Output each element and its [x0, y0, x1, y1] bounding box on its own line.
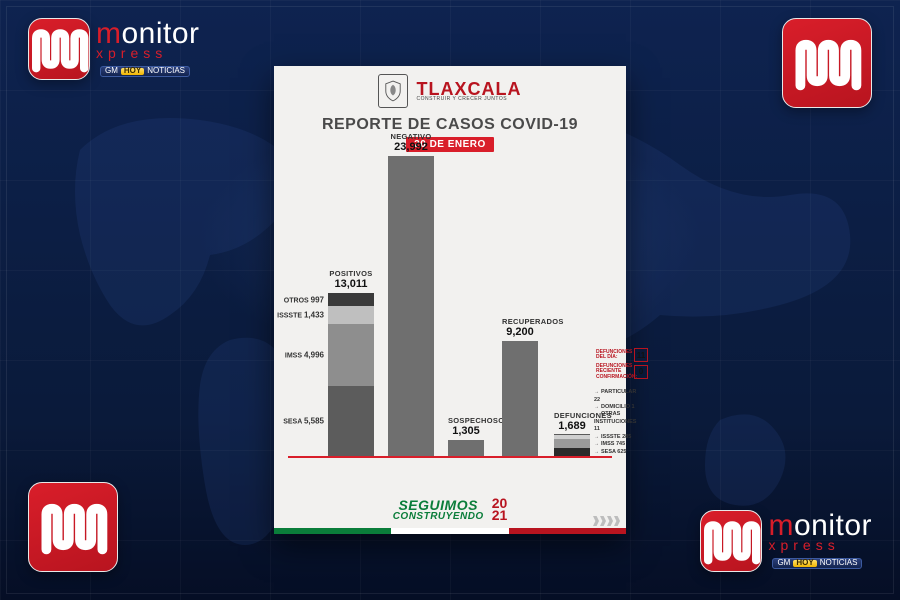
gm-pill: HOY: [793, 560, 816, 567]
def-box-label: DEFUNCIONES DEL DÍA:: [596, 350, 632, 361]
covid-report-card: TLAXCALA CONSTRUIR Y CRECER JUNTOS REPOR…: [274, 66, 626, 534]
brand-top-left: monitor xpress GM HOY NOTICIAS: [28, 18, 200, 80]
def-box-label: DEFUNCIONES RECIENTE CONFIRMACIÓN:: [596, 364, 632, 380]
breakdown-row: SESA 625: [594, 449, 636, 456]
seg-label: SESA 5,585: [283, 417, 324, 426]
bar-negativo: NEGATIVO23,992: [388, 156, 434, 456]
mexican-flag-stripe: [274, 528, 626, 534]
year-block: 20 21: [492, 498, 508, 522]
defunciones-boxes: DEFUNCIONES DEL DÍA:11DEFUNCIONES RECIEN…: [596, 348, 648, 382]
report-title-block: REPORTE DE CASOS COVID-19 20 DE ENERO: [274, 116, 626, 152]
bar-chart: DEFUNCIONES DEL DÍA:11DEFUNCIONES RECIEN…: [288, 158, 612, 458]
brand-subline: xpress: [96, 48, 200, 60]
gm-left: GM: [777, 560, 790, 567]
flag-segment: [274, 528, 391, 534]
bar-recuperados: RECUPERADOS9,200: [502, 341, 538, 456]
breakdown-row: DOMICILIO 1: [594, 404, 636, 411]
footer-chevrons-icon: [593, 516, 620, 526]
def-box-row: DEFUNCIONES DEL DÍA:11: [596, 348, 648, 362]
state-tagline: CONSTRUIR Y CRECER JUNTOS: [416, 97, 521, 102]
bar-label: NEGATIVO23,992: [388, 132, 434, 153]
logo-bottom-left: [28, 482, 118, 572]
bar-positivos: POSITIVOS13,011SESA 5,585IMSS 4,996ISSST…: [328, 293, 374, 456]
bar-label: SOSPECHOSOS1,305: [448, 416, 484, 437]
gm-noticias-badge: GM HOY NOTICIAS: [772, 558, 862, 569]
year-bottom: 21: [492, 510, 508, 522]
seg-label: ISSSTE 1,433: [277, 310, 324, 319]
breakdown-row: OTRAS INSTITUCIONES 11: [594, 411, 636, 433]
chart-area: DEFUNCIONES DEL DÍA:11DEFUNCIONES RECIEN…: [274, 158, 626, 486]
flag-segment: [509, 528, 626, 534]
brand-bottom-right: monitor xpress GM HOY NOTICIAS: [700, 510, 872, 572]
logo-top-right: [782, 18, 872, 108]
bar-label: DEFUNCIONES1,689: [554, 411, 590, 432]
seguimos-l2: CONSTRUYENDO: [393, 512, 484, 521]
bar-seg-issste: [328, 306, 374, 324]
bar-seg-imss: [328, 324, 374, 386]
bar-seg-imss: [554, 439, 590, 448]
def-box-value: 11: [634, 348, 648, 362]
gm-left: GM: [105, 68, 118, 75]
logo-m-icon: [700, 510, 762, 572]
gm-pill: HOY: [121, 68, 144, 75]
state-emblem-icon: [378, 74, 408, 108]
breakdown-row: PARTICULAR 22: [594, 389, 636, 404]
gm-noticias-badge: GM HOY NOTICIAS: [100, 66, 190, 77]
logo-m-icon: [28, 18, 90, 80]
breakdown-row: IMSS 745: [594, 441, 636, 448]
gm-right: NOTICIAS: [147, 68, 185, 75]
card-header: TLAXCALA CONSTRUIR Y CRECER JUNTOS: [274, 66, 626, 110]
brand-wordmark: monitor xpress GM HOY NOTICIAS: [96, 21, 200, 77]
report-title: REPORTE DE CASOS COVID-19: [274, 116, 626, 134]
bar-defunciones: DEFUNCIONES1,689PARTICULAR 22DOMICILIO 1…: [554, 435, 590, 456]
bar-seg-otros: [328, 293, 374, 305]
flag-segment: [391, 528, 508, 534]
bar-label: RECUPERADOS9,200: [502, 317, 538, 338]
def-box-row: DEFUNCIONES RECIENTE CONFIRMACIÓN:0: [596, 364, 648, 380]
gm-right: NOTICIAS: [820, 560, 858, 567]
bar-label: POSITIVOS13,011: [328, 269, 374, 290]
seguimos-slogan: SEGUIMOS CONSTRUYENDO: [393, 499, 484, 521]
state-title: TLAXCALA CONSTRUIR Y CRECER JUNTOS: [416, 81, 521, 102]
bar-seg-sesa: [328, 386, 374, 456]
card-footer: SEGUIMOS CONSTRUYENDO 20 21: [274, 486, 626, 534]
defunciones-breakdown: PARTICULAR 22DOMICILIO 1OTRAS INSTITUCIO…: [594, 389, 636, 456]
bar-seg-particular: [554, 434, 590, 435]
breakdown-row: ISSSTE 285: [594, 434, 636, 441]
def-box-value: 0: [634, 365, 648, 379]
brand-subline: xpress: [768, 540, 872, 552]
bar-sospechosos: SOSPECHOSOS1,305: [448, 440, 484, 456]
bar-seg-sesa: [554, 448, 590, 456]
brand-wordmark: monitor xpress GM HOY NOTICIAS: [768, 513, 872, 569]
seg-label: IMSS 4,996: [285, 350, 324, 359]
bar-seg-issste: [554, 435, 590, 439]
seg-label: OTROS 997: [284, 295, 324, 304]
